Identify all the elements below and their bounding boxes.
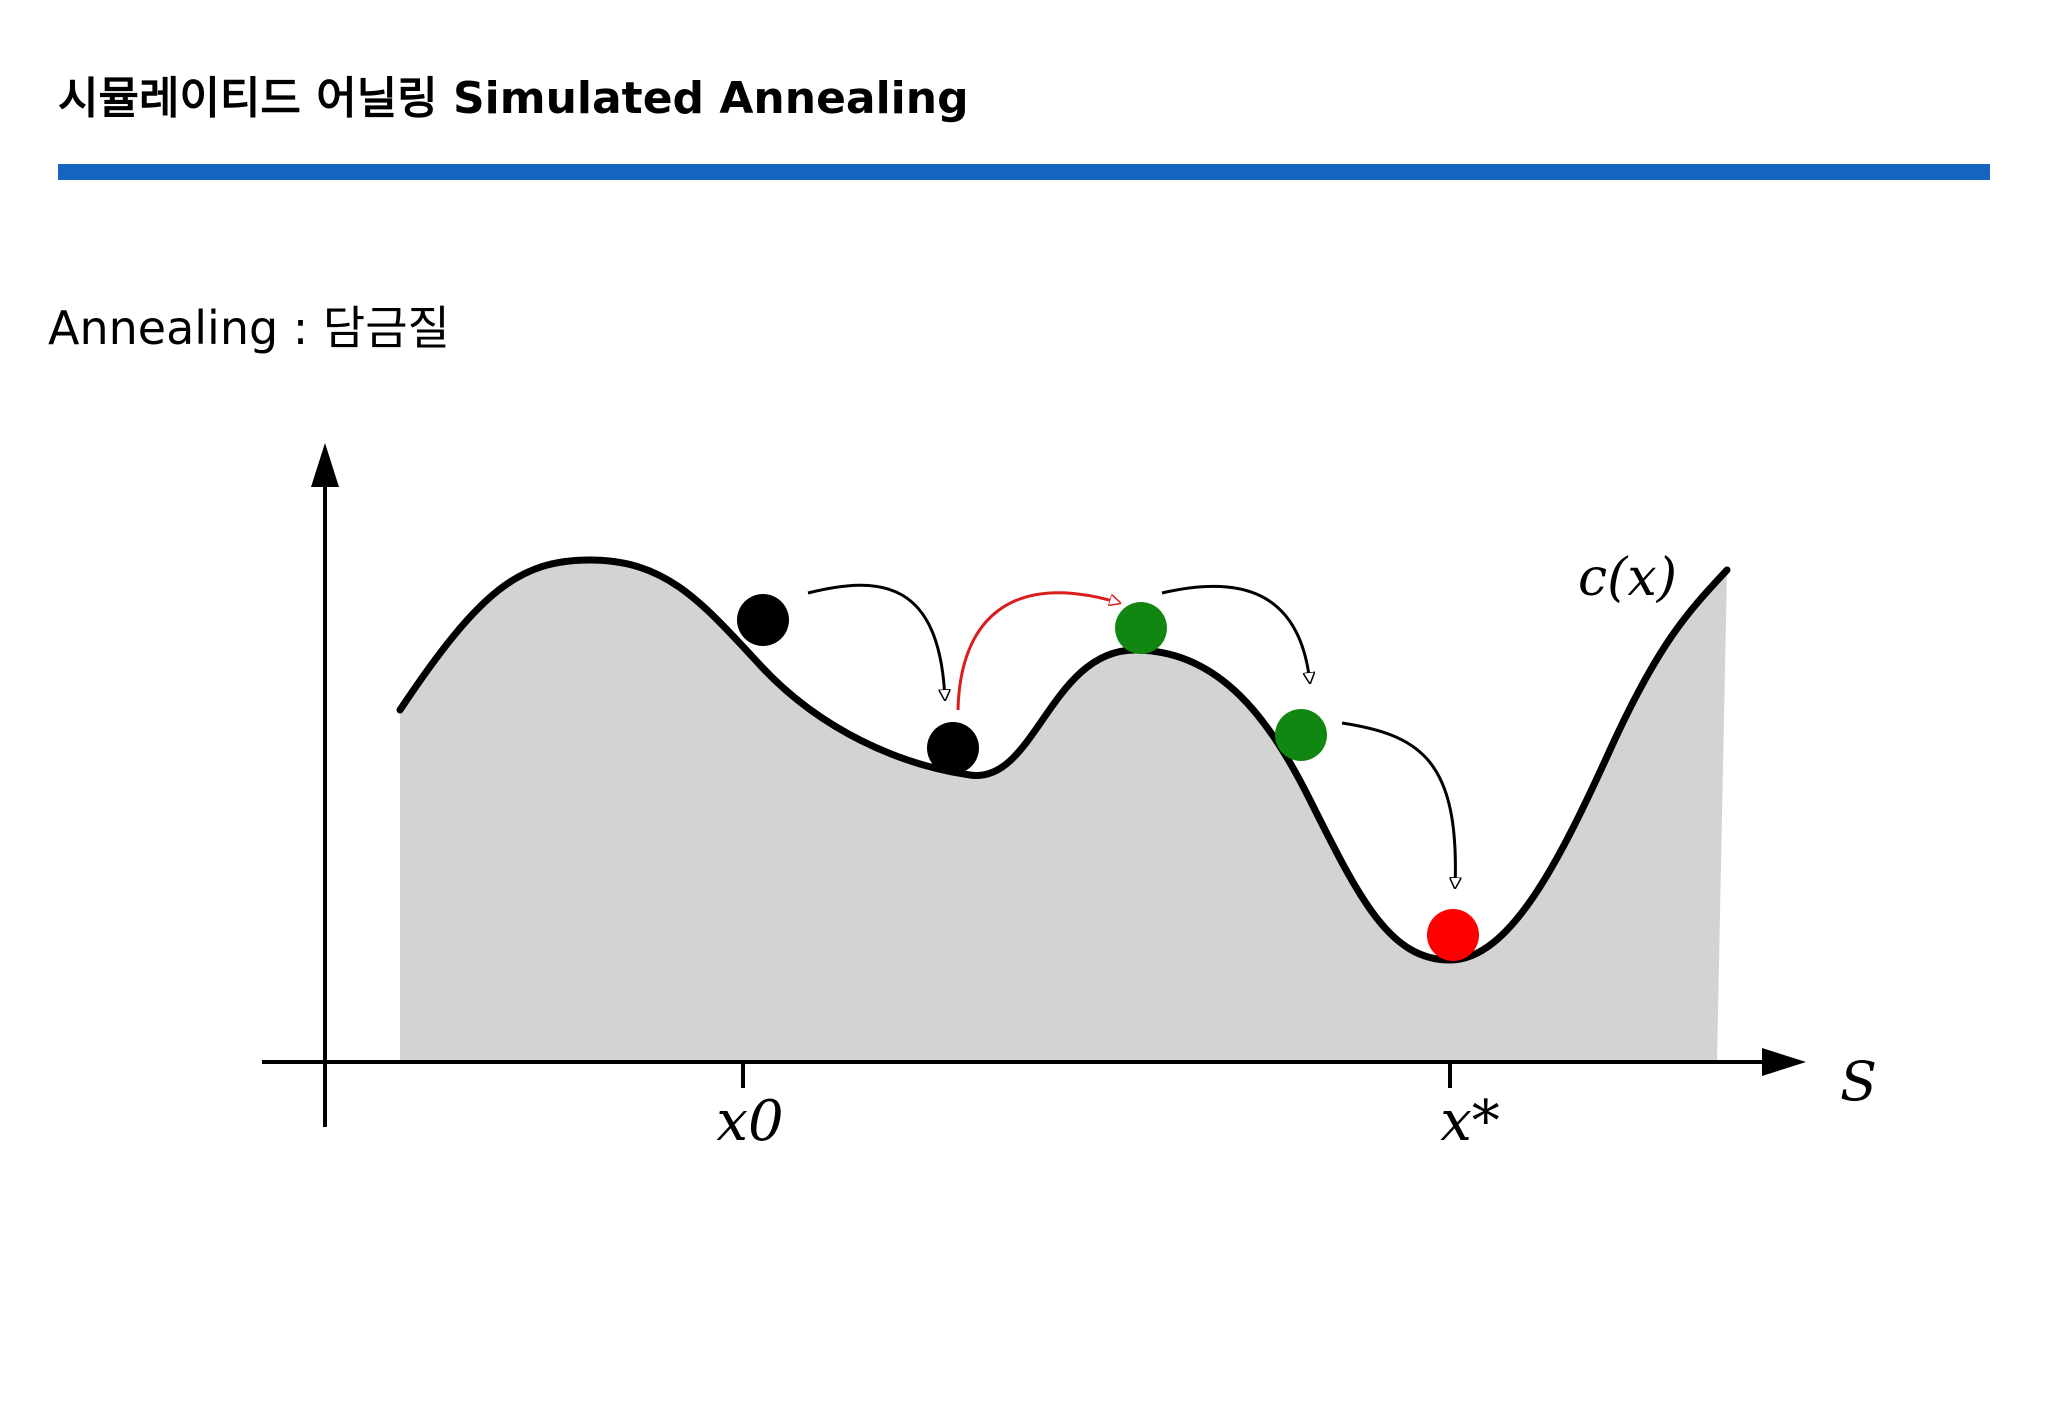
page-title: 시뮬레이티드 어닐링 Simulated Annealing	[58, 73, 969, 124]
y-axis-arrowhead	[311, 443, 339, 487]
curve-label: c(x)	[1578, 548, 1677, 608]
arrow-uphill-jump	[956, 591, 1120, 711]
arrow-step-1	[807, 583, 945, 700]
state-ball-slope	[1275, 709, 1327, 761]
state-ball-local-min	[927, 722, 979, 774]
tick-label-xstar: x*	[1440, 1089, 1500, 1154]
title-underline	[58, 164, 1990, 180]
arrow-step-4	[1341, 721, 1455, 888]
arrow-step-3	[1161, 584, 1310, 683]
state-ball-start	[737, 594, 789, 646]
x-axis-arrowhead	[1762, 1048, 1806, 1076]
state-ball-global-min	[1427, 909, 1479, 961]
curve-fill-area	[400, 560, 1727, 1062]
tick-label-x0: x0	[716, 1089, 783, 1154]
subtitle: Annealing : 담금질	[48, 301, 450, 355]
state-ball-peak	[1115, 602, 1167, 654]
axis-label-s: S	[1840, 1050, 1877, 1113]
